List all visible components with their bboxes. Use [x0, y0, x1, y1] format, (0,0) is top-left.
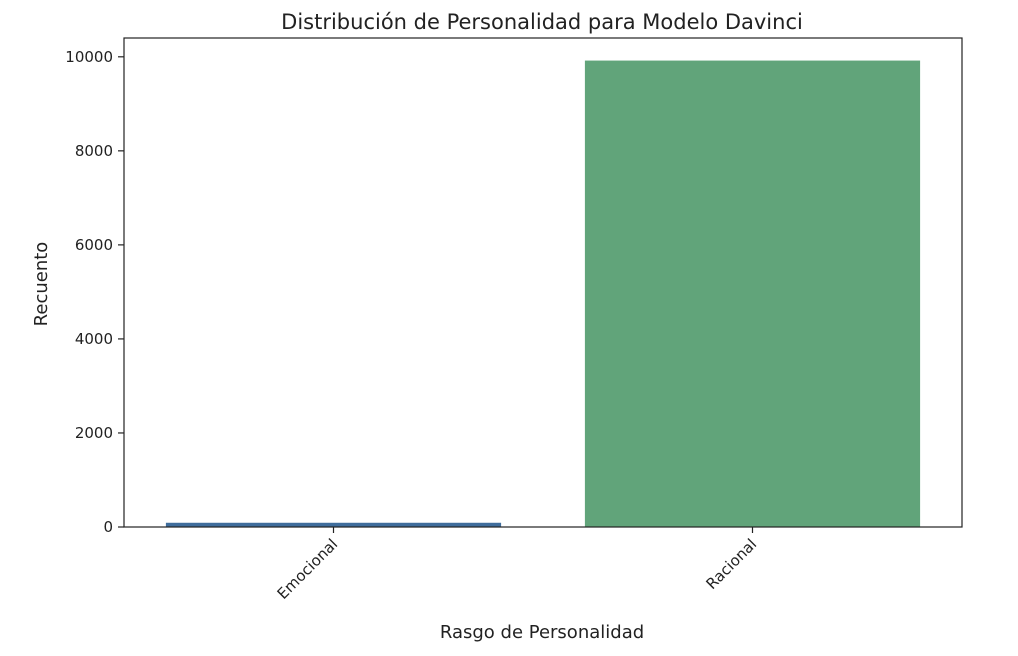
- chart-title: Distribución de Personalidad para Modelo…: [281, 10, 803, 34]
- y-axis: 0 2000 4000 6000 8000 10000: [65, 48, 124, 536]
- plot-frame: [123, 37, 963, 528]
- y-tick-label: 8000: [75, 142, 113, 160]
- bar-emocional: [165, 522, 502, 527]
- y-tick-label: 4000: [75, 330, 113, 348]
- x-tick-label: Racional: [703, 535, 761, 593]
- bars-group: [165, 60, 921, 528]
- bar-racional: [584, 60, 921, 528]
- x-axis: Emocional Racional: [274, 527, 761, 603]
- x-tick-label: Emocional: [274, 535, 342, 603]
- x-axis-label: Rasgo de Personalidad: [440, 622, 644, 643]
- y-tick-label: 2000: [75, 424, 113, 442]
- y-tick-label: 6000: [75, 236, 113, 254]
- y-axis-label: Recuento: [31, 242, 52, 327]
- y-tick-label: 0: [103, 518, 113, 536]
- y-tick-label: 10000: [65, 48, 113, 66]
